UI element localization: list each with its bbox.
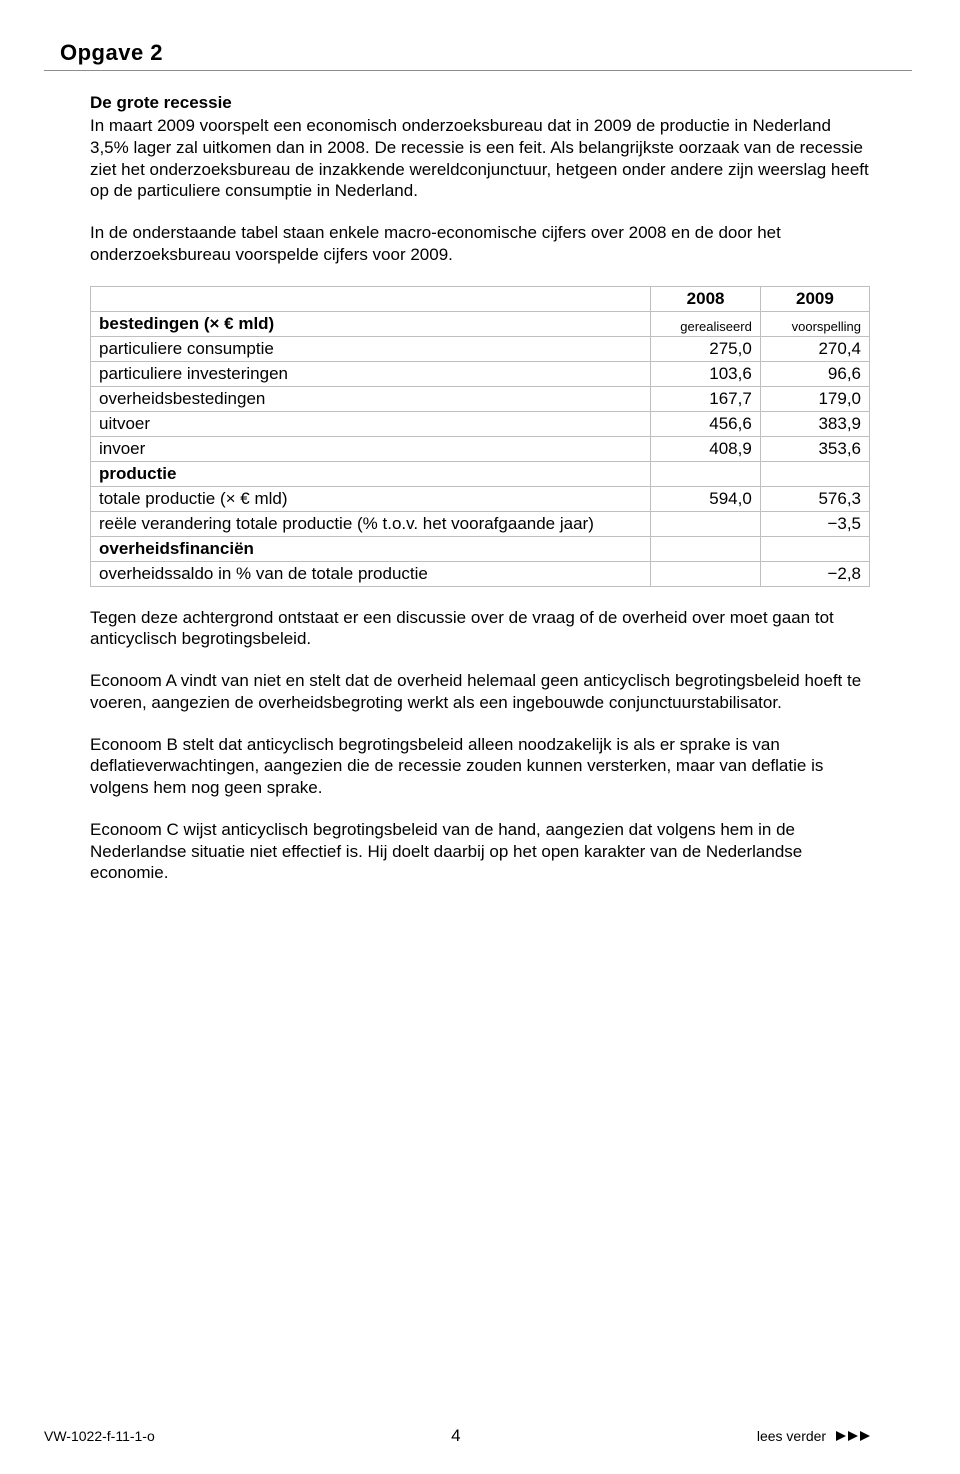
cell-value: 353,6: [760, 436, 869, 461]
cell-value: −3,5: [760, 511, 869, 536]
assignment-heading: Opgave 2: [60, 40, 870, 66]
cell-value: [651, 561, 760, 586]
table-row: overheidssaldo in % van de totale produc…: [91, 561, 870, 586]
cell-label: reële verandering totale productie (% t.…: [91, 511, 651, 536]
cell-value: 167,7: [651, 386, 760, 411]
sublabel-gerealiseerd: gerealiseerd: [651, 311, 760, 336]
cell-value: 456,6: [651, 411, 760, 436]
section-financien: overheidsfinanciën: [91, 536, 651, 561]
cell-value: 103,6: [651, 361, 760, 386]
paragraph-econoom-b: Econoom B stelt dat anticyclisch begroti…: [90, 734, 870, 799]
paragraph-intro-1: In maart 2009 voorspelt een economisch o…: [90, 115, 870, 202]
arrow-right-icon: [836, 1431, 870, 1441]
cell-value: 576,3: [760, 486, 869, 511]
cell-value: [651, 511, 760, 536]
continue-label: lees verder: [757, 1428, 826, 1444]
continue-prompt: lees verder: [757, 1428, 870, 1444]
table-row: overheidsbestedingen 167,7 179,0: [91, 386, 870, 411]
year-2008: 2008: [651, 286, 760, 311]
cell-value: 383,9: [760, 411, 869, 436]
cell-value: 270,4: [760, 336, 869, 361]
cell-label: particuliere consumptie: [91, 336, 651, 361]
table-sublabel-row: bestedingen (× € mld) gerealiseerd voors…: [91, 311, 870, 336]
section-productie-row: productie: [91, 461, 870, 486]
table-row: particuliere consumptie 275,0 270,4: [91, 336, 870, 361]
page: Opgave 2 De grote recessie In maart 2009…: [0, 0, 960, 1474]
year-2009: 2009: [760, 286, 869, 311]
table-row: totale productie (× € mld) 594,0 576,3: [91, 486, 870, 511]
cell-label: uitvoer: [91, 411, 651, 436]
paragraph-econoom-c: Econoom C wijst anticyclisch begrotingsb…: [90, 819, 870, 884]
cell-value: 275,0: [651, 336, 760, 361]
cell-value: 408,9: [651, 436, 760, 461]
cell-label: totale productie (× € mld): [91, 486, 651, 511]
macro-econ-table: 2008 2009 bestedingen (× € mld) gerealis…: [90, 286, 870, 587]
section-bestedingen: bestedingen (× € mld): [91, 311, 651, 336]
table-row: reële verandering totale productie (% t.…: [91, 511, 870, 536]
cell-label: overheidssaldo in % van de totale produc…: [91, 561, 651, 586]
cell-label: invoer: [91, 436, 651, 461]
page-footer: VW-1022-f-11-1-o 4 lees verder: [44, 1426, 870, 1446]
paragraph-intro-2: In de onderstaande tabel staan enkele ma…: [90, 222, 870, 266]
doc-code: VW-1022-f-11-1-o: [44, 1428, 155, 1444]
section-subheading: De grote recessie: [90, 93, 870, 113]
table-row: uitvoer 456,6 383,9: [91, 411, 870, 436]
paragraph-discussion: Tegen deze achtergrond ontstaat er een d…: [90, 607, 870, 651]
section-productie: productie: [91, 461, 651, 486]
cell-value: 179,0: [760, 386, 869, 411]
cell-value: 96,6: [760, 361, 869, 386]
cell-value: −2,8: [760, 561, 869, 586]
page-number: 4: [451, 1426, 460, 1446]
cell-label: overheidsbestedingen: [91, 386, 651, 411]
divider: [44, 70, 912, 71]
cell-label: particuliere investeringen: [91, 361, 651, 386]
section-financien-row: overheidsfinanciën: [91, 536, 870, 561]
paragraph-econoom-a: Econoom A vindt van niet en stelt dat de…: [90, 670, 870, 714]
table-row: particuliere investeringen 103,6 96,6: [91, 361, 870, 386]
sublabel-voorspelling: voorspelling: [760, 311, 869, 336]
table-row: invoer 408,9 353,6: [91, 436, 870, 461]
table-year-row: 2008 2009: [91, 286, 870, 311]
cell-value: 594,0: [651, 486, 760, 511]
